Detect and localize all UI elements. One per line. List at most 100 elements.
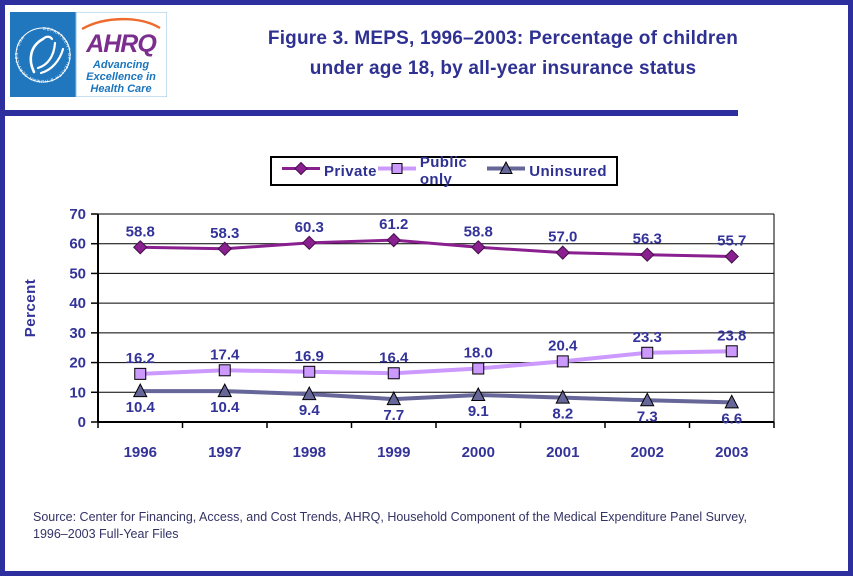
square-marker (134, 367, 147, 380)
x-tick-label: 2001 (546, 444, 579, 461)
x-tick-label: 1998 (293, 444, 326, 461)
data-label: 58.8 (126, 223, 155, 240)
y-tick-label: 0 (78, 414, 86, 431)
source-line1: Source: Center for Financing, Access, an… (33, 510, 748, 524)
x-tick-label: 2000 (462, 444, 495, 461)
ahrq-wordmark: AHRQ (85, 30, 157, 58)
data-label: 58.3 (210, 225, 239, 242)
triangle-marker (724, 394, 740, 409)
y-tick-label: 10 (69, 384, 86, 401)
y-tick-label: 60 (69, 236, 86, 253)
data-label: 56.3 (633, 231, 662, 248)
triangle-marker (301, 385, 317, 401)
diamond-marker (471, 240, 486, 255)
square-marker (472, 362, 485, 375)
uninsured-line-marker-icon (486, 160, 526, 181)
hhs-seal-panel (10, 12, 76, 97)
triangle-marker (470, 386, 486, 401)
square-marker (556, 355, 569, 368)
square-marker (391, 163, 403, 174)
hhs-seal-ring (15, 27, 71, 83)
data-label: 23.8 (717, 327, 746, 344)
y-tick-label: 50 (69, 265, 86, 282)
series-public-only: 16.2 17.4 16.9 16.4 18.0 20.4 23.3 23.8 (126, 327, 746, 380)
data-label: 8.2 (552, 406, 573, 423)
source-line2: 1996–2003 Full-Year Files (33, 527, 179, 541)
data-label: 18.0 (464, 345, 493, 362)
data-label: 20.4 (548, 337, 578, 354)
slide-content: DEPARTMENT OF HEALTH & HUMAN SERVICES • … (5, 5, 848, 571)
square-legend-swatch (377, 163, 416, 174)
series-private: 58.8 58.3 60.3 61.2 58.8 57.0 56.3 55.7 (126, 216, 746, 264)
x-tick-label: 1997 (208, 444, 241, 461)
triangle-marker (499, 160, 514, 174)
diamond-marker (724, 249, 739, 264)
square-marker (303, 365, 316, 378)
triangle-marker (555, 389, 571, 404)
y-tick-label: 70 (69, 206, 86, 223)
diamond-marker (302, 235, 317, 251)
legend-item-uninsured: Uninsured (486, 160, 607, 181)
triangle-marker (132, 383, 148, 398)
data-label: 17.4 (210, 346, 240, 363)
triangle-marker (639, 392, 655, 407)
x-tick-label: 2003 (715, 444, 748, 461)
hhs-ahrq-logo: DEPARTMENT OF HEALTH & HUMAN SERVICES • … (10, 12, 167, 97)
y-tick-label: 30 (69, 325, 86, 342)
data-label: 10.4 (210, 399, 240, 416)
x-tick-label: 2002 (631, 444, 664, 461)
hhs-eagle-icon (29, 35, 65, 75)
y-tick-label: 40 (69, 295, 86, 312)
data-label: 57.0 (548, 229, 577, 246)
square-marker (641, 346, 654, 359)
data-label: 9.4 (299, 402, 321, 419)
series-line (140, 349, 732, 376)
svg-text:Excellence in: Excellence in (86, 71, 156, 83)
public-only-line-marker-icon (377, 161, 417, 181)
figure-title-line2: under age 18, by all-year insurance stat… (309, 58, 697, 79)
diamond-marker (133, 240, 148, 255)
legend-label-uninsured: Uninsured (529, 162, 607, 180)
figure-title: Figure 3. MEPS, 1996–2003: Percentage of… (183, 24, 823, 84)
series-uninsured: 10.4 10.4 9.4 7.7 9.1 8.2 7.3 6.6 (126, 383, 742, 427)
triangle-marker (386, 391, 402, 406)
data-label: 16.9 (295, 348, 324, 365)
ahrq-tagline: Advancing Excellence in Health Care (86, 59, 156, 95)
figure-title-line1: Figure 3. MEPS, 1996–2003: Percentage of… (267, 28, 739, 49)
data-label: 16.4 (379, 349, 409, 366)
y-tick-label: 20 (69, 355, 86, 372)
data-label: 7.3 (637, 408, 658, 425)
series-line (140, 238, 732, 258)
private-line-marker-icon (281, 161, 321, 181)
svg-text:Health Care: Health Care (90, 83, 151, 95)
data-label: 6.6 (721, 410, 742, 427)
line-chart: 0 10 20 30 40 50 60 70 1996 1997 1998 1999 2000 2001 2… (69, 206, 775, 461)
diamond-marker (640, 247, 655, 262)
legend-item-public-only: Public only (377, 154, 486, 188)
square-marker (387, 367, 400, 380)
data-label: 23.3 (633, 329, 662, 346)
diamond-marker (294, 161, 308, 176)
ahrq-arc (81, 17, 161, 31)
data-label: 10.4 (126, 399, 156, 416)
data-label: 60.3 (295, 219, 324, 236)
data-label: 61.2 (379, 216, 408, 233)
data-label: 9.1 (468, 403, 489, 420)
x-tick-label: 1996 (124, 444, 157, 461)
triangle-marker (217, 383, 233, 398)
data-label: 58.8 (464, 223, 493, 240)
data-label: 7.7 (383, 407, 404, 424)
data-label: 55.7 (717, 232, 746, 249)
series-line (140, 389, 732, 405)
square-marker (218, 364, 231, 377)
legend-label-private: Private (324, 162, 377, 180)
data-label: 16.2 (126, 350, 155, 367)
chart-legend: Private Public only Uninsured (270, 154, 618, 188)
diamond-marker (386, 232, 401, 248)
diamond-marker (217, 241, 232, 256)
triangle-legend-swatch (487, 160, 526, 174)
diamond-legend-swatch (282, 161, 320, 176)
header-rule (5, 110, 738, 116)
ahrq-panel (75, 12, 167, 97)
